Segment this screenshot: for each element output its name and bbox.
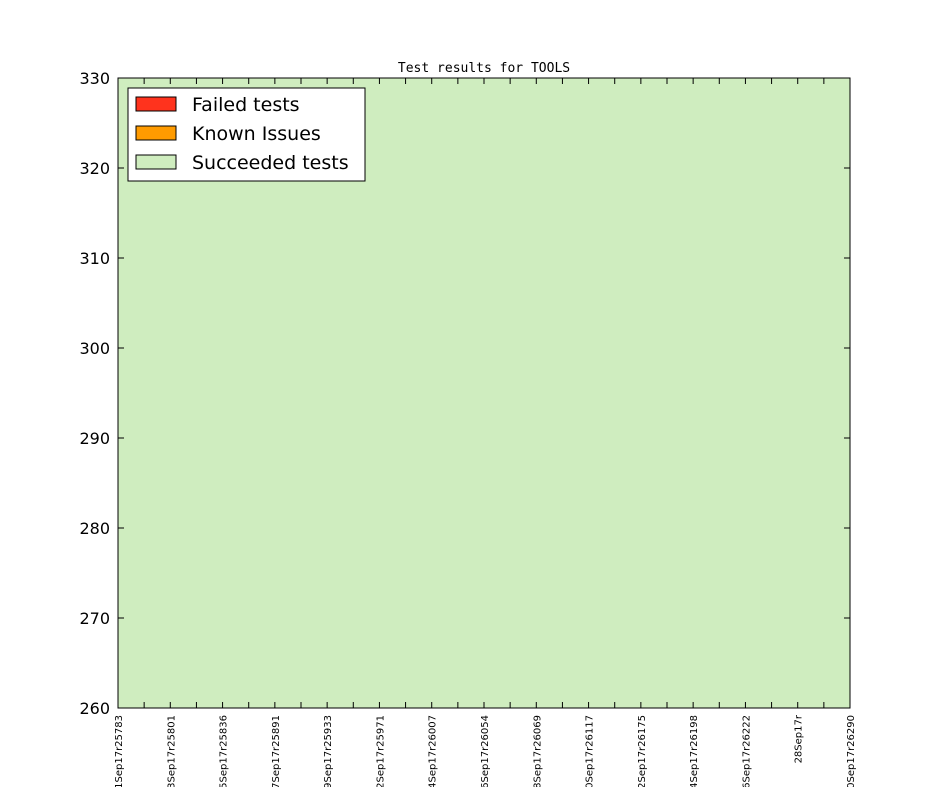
x-tick-label: 0Sep17r26290 [846, 715, 857, 787]
x-tick-label: 4Sep17r26198 [689, 715, 700, 787]
x-tick-label: 0Sep17r26117 [585, 715, 596, 787]
x-tick-label: 4Sep17r26007 [428, 715, 439, 787]
legend-label: Succeeded tests [192, 152, 349, 174]
x-tick-label: 2Sep17r25971 [375, 715, 386, 787]
legend-swatch [135, 96, 177, 112]
x-tick-label: 8Sep17r26069 [532, 715, 543, 787]
y-tick-label: 300 [79, 339, 110, 358]
legend-label: Failed tests [192, 94, 300, 116]
legend-label: Known Issues [192, 123, 321, 145]
x-tick-label: 6Sep17r26222 [741, 715, 752, 787]
x-tick-label: 2Sep17r26175 [637, 715, 648, 787]
y-tick-label: 260 [79, 699, 110, 718]
x-tick-label: 9Sep17r25933 [323, 715, 334, 787]
y-tick-label: 290 [79, 429, 110, 448]
y-tick-label: 270 [79, 609, 110, 628]
x-tick-label: 7Sep17r25891 [271, 715, 282, 787]
legend: Failed tests Known Issues Succeeded tests [127, 87, 366, 182]
y-tick-label: 320 [79, 159, 110, 178]
legend-swatch [135, 154, 177, 170]
legend-swatch [135, 125, 177, 141]
area-succeeded-tests [118, 78, 850, 708]
x-tick-label: 5Sep17r25836 [219, 715, 230, 787]
y-tick-label: 310 [79, 249, 110, 268]
x-tick-label: 6Sep17r26054 [480, 715, 491, 787]
x-tick-label: 3Sep17r25801 [166, 715, 177, 787]
x-tick-label: 1Sep17r25783 [114, 715, 125, 787]
chart-title: Test results for TOOLS [398, 61, 570, 76]
y-tick-label: 280 [79, 519, 110, 538]
x-tick-label: 28Sep17r [794, 714, 805, 763]
y-tick-label: 330 [79, 69, 110, 88]
